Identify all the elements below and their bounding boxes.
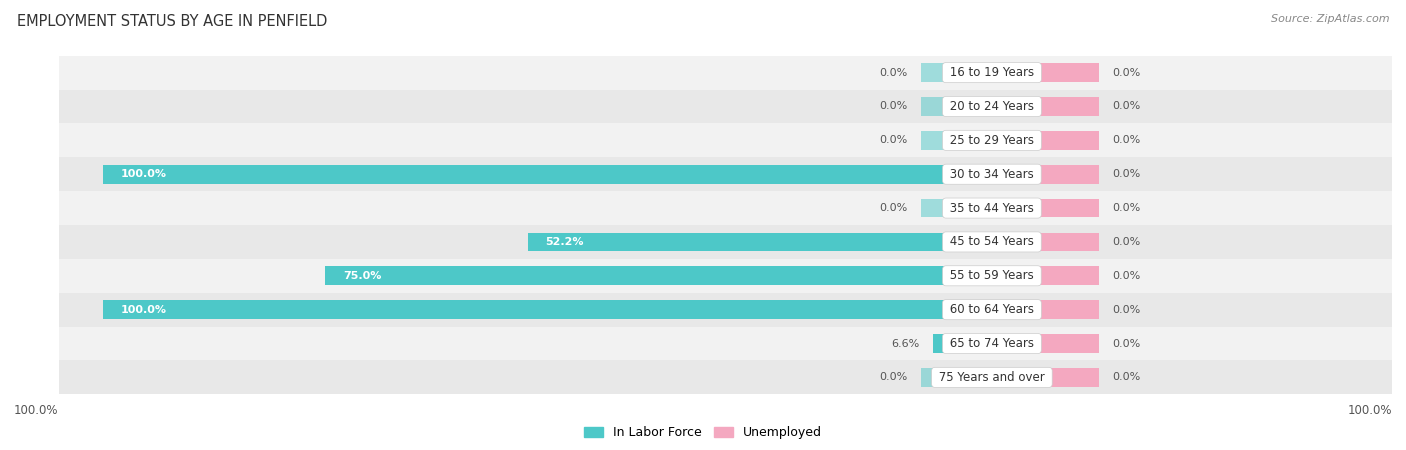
Bar — [921, 199, 991, 217]
Text: 16 to 19 Years: 16 to 19 Years — [946, 66, 1038, 79]
Text: 75 Years and over: 75 Years and over — [935, 371, 1049, 384]
Text: 0.0%: 0.0% — [879, 135, 907, 145]
Bar — [59, 56, 1392, 90]
Bar — [991, 97, 1098, 116]
Text: 55 to 59 Years: 55 to 59 Years — [946, 269, 1038, 282]
Text: 65 to 74 Years: 65 to 74 Years — [946, 337, 1038, 350]
Bar — [991, 131, 1098, 150]
Text: 0.0%: 0.0% — [1112, 305, 1140, 315]
Text: 0.0%: 0.0% — [1112, 203, 1140, 213]
Bar — [991, 266, 1098, 285]
Bar — [991, 334, 1098, 353]
Text: 45 to 54 Years: 45 to 54 Years — [946, 235, 1038, 248]
Text: 20 to 24 Years: 20 to 24 Years — [946, 100, 1038, 113]
Bar — [325, 266, 991, 285]
Bar — [921, 131, 991, 150]
Text: 60 to 64 Years: 60 to 64 Years — [946, 303, 1038, 316]
Bar — [59, 259, 1392, 292]
Text: 30 to 34 Years: 30 to 34 Years — [946, 168, 1038, 181]
Text: 0.0%: 0.0% — [1112, 373, 1140, 382]
Bar — [991, 300, 1098, 319]
Bar — [59, 191, 1392, 225]
Bar — [59, 225, 1392, 259]
Bar — [103, 165, 991, 184]
Text: 0.0%: 0.0% — [1112, 68, 1140, 77]
Bar — [991, 233, 1098, 251]
Bar — [921, 97, 991, 116]
Text: 0.0%: 0.0% — [879, 68, 907, 77]
Bar — [921, 63, 991, 82]
Bar — [991, 368, 1098, 387]
Text: 6.6%: 6.6% — [891, 338, 920, 348]
Text: 100.0%: 100.0% — [14, 405, 59, 418]
Text: 0.0%: 0.0% — [1112, 338, 1140, 348]
Legend: In Labor Force, Unemployed: In Labor Force, Unemployed — [579, 422, 827, 445]
Text: 0.0%: 0.0% — [1112, 169, 1140, 179]
Text: Source: ZipAtlas.com: Source: ZipAtlas.com — [1271, 14, 1389, 23]
Text: 0.0%: 0.0% — [1112, 237, 1140, 247]
Bar — [59, 158, 1392, 191]
Text: 0.0%: 0.0% — [879, 102, 907, 112]
Bar — [991, 199, 1098, 217]
Text: 100.0%: 100.0% — [1347, 405, 1392, 418]
Text: 75.0%: 75.0% — [343, 271, 381, 281]
Text: 0.0%: 0.0% — [1112, 102, 1140, 112]
Text: 0.0%: 0.0% — [1112, 271, 1140, 281]
Text: 0.0%: 0.0% — [1112, 135, 1140, 145]
Bar — [59, 90, 1392, 123]
Text: 100.0%: 100.0% — [121, 169, 167, 179]
Text: 52.2%: 52.2% — [546, 237, 583, 247]
Bar — [991, 165, 1098, 184]
Text: 100.0%: 100.0% — [121, 305, 167, 315]
Bar — [59, 327, 1392, 360]
Text: 0.0%: 0.0% — [879, 373, 907, 382]
Bar — [59, 292, 1392, 327]
Bar — [59, 360, 1392, 394]
Bar — [59, 123, 1392, 158]
Text: 0.0%: 0.0% — [879, 203, 907, 213]
Bar — [103, 300, 991, 319]
Bar — [527, 233, 991, 251]
Text: 35 to 44 Years: 35 to 44 Years — [946, 202, 1038, 215]
Bar — [991, 63, 1098, 82]
Bar — [921, 368, 991, 387]
Bar — [934, 334, 991, 353]
Text: EMPLOYMENT STATUS BY AGE IN PENFIELD: EMPLOYMENT STATUS BY AGE IN PENFIELD — [17, 14, 328, 28]
Text: 25 to 29 Years: 25 to 29 Years — [946, 134, 1038, 147]
